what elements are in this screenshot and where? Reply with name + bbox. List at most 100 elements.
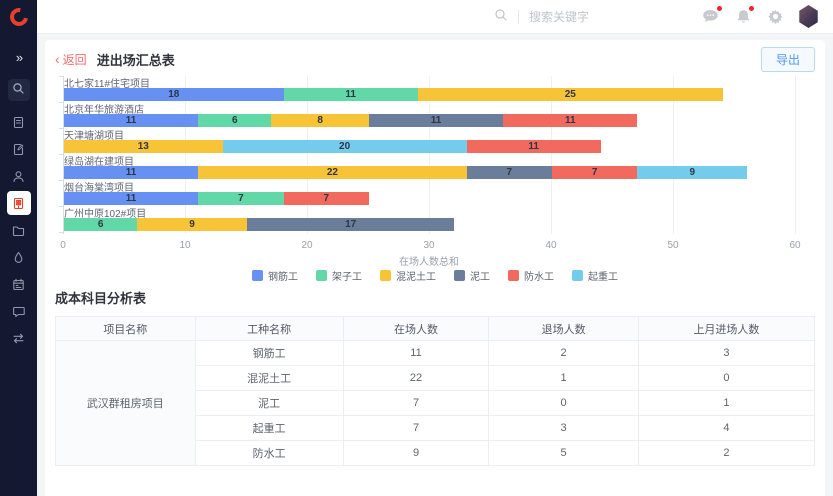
bar-category-label: 天津塘湖项目 (64, 131, 124, 142)
bar-segment[interactable]: 11 (64, 165, 199, 179)
table-cell: 1 (637, 390, 816, 416)
sidebar-item-messages[interactable] (7, 299, 31, 323)
search-input[interactable]: 搜索关键字 (529, 10, 590, 24)
legend-item[interactable]: 钢筋工 (252, 268, 298, 283)
chart-legend: 钢筋工 架子工 混泥土工 泥工 防水工 起重工 (55, 268, 815, 283)
folder-icon (12, 224, 25, 237)
y-axis-line (63, 76, 64, 234)
x-axis-tick-label: 30 (423, 240, 435, 251)
bar-category-label: 北京年华旅游酒店 (64, 105, 144, 116)
page-header: ‹ 返回 进出场汇总表 导出 (55, 46, 815, 72)
table-cell: 3 (488, 415, 639, 441)
legend-swatch-icon (316, 270, 327, 281)
table-column-header: 项目名称 (55, 316, 196, 341)
bar-segment[interactable]: 11 (503, 113, 638, 127)
bell-icon[interactable] (736, 5, 754, 25)
bar-segment[interactable]: 11 (64, 191, 199, 205)
y-axis-category-tick (59, 206, 63, 207)
sidebar-item-files[interactable] (7, 218, 31, 242)
table-cell: 5 (488, 440, 639, 466)
bar-segment[interactable]: 11 (64, 113, 199, 127)
legend-swatch-icon (508, 270, 519, 281)
page-title: 进出场汇总表 (96, 52, 175, 68)
topbar-icons (685, 5, 819, 28)
x-axis-tick-label: 10 (179, 240, 191, 251)
bar-segment[interactable]: 25 (417, 87, 723, 101)
bar-category-label: 烟台海棠湾项目 (64, 183, 134, 194)
legend-item[interactable]: 起重工 (572, 268, 618, 283)
sidebar-item-report[interactable] (7, 110, 31, 134)
table-column-header: 工种名称 (194, 316, 344, 341)
legend-swatch-icon (454, 270, 465, 281)
y-axis-category-tick (59, 76, 63, 77)
table-cell: 泥工 (194, 390, 344, 416)
y-axis-category-tick (59, 154, 63, 155)
legend-label: 防水工 (524, 272, 554, 283)
transfer-icon (12, 332, 25, 345)
legend-swatch-icon (572, 270, 583, 281)
bar-segment[interactable]: 9 (137, 217, 247, 231)
legend-item[interactable]: 泥工 (454, 268, 490, 283)
bar-row: 13 20 11 (64, 139, 601, 153)
legend-label: 架子工 (332, 272, 362, 283)
gear-icon[interactable] (768, 9, 783, 24)
bar-segment[interactable]: 11 (283, 87, 418, 101)
bar-segment[interactable]: 6 (198, 113, 272, 127)
search-icon (494, 8, 508, 25)
user-icon (12, 170, 25, 183)
bar-segment[interactable]: 7 (466, 165, 552, 179)
table-cell: 钢筋工 (194, 340, 344, 366)
table-cell: 7 (342, 390, 490, 416)
table-cell: 混泥土工 (194, 365, 344, 391)
bar-segment[interactable]: 8 (271, 113, 369, 127)
sidebar-item-contract[interactable] (7, 137, 31, 161)
message-icon[interactable] (702, 6, 722, 24)
chart-gridline (795, 76, 796, 234)
legend-item[interactable]: 混泥土工 (380, 268, 436, 283)
legend-item[interactable]: 防水工 (508, 268, 554, 283)
chevron-left-icon: ‹ (55, 51, 60, 67)
app-logo-icon[interactable] (5, 4, 32, 30)
x-axis-tick-label: 0 (60, 240, 66, 251)
x-axis-tick-label: 20 (301, 240, 313, 251)
bar-segment[interactable]: 7 (283, 191, 369, 205)
bar-segment[interactable]: 7 (198, 191, 284, 205)
global-search[interactable]: 搜索关键字 (494, 8, 625, 25)
legend-swatch-icon (380, 270, 391, 281)
sidebar-expand-icon[interactable]: » (15, 50, 23, 65)
avatar[interactable] (799, 5, 818, 28)
bar-segment[interactable]: 7 (551, 165, 638, 179)
table-cell: 22 (342, 365, 490, 391)
sidebar-item-materials[interactable] (7, 245, 31, 269)
bar-segment[interactable]: 18 (64, 87, 284, 101)
bar-category-label: 广州中原102#项目 (64, 209, 147, 220)
search-divider (518, 9, 519, 24)
bell-badge (749, 5, 754, 11)
table-cell: 0 (488, 390, 639, 416)
bar-segment[interactable]: 6 (64, 217, 138, 231)
bar-segment[interactable]: 13 (64, 139, 223, 153)
sidebar-item-project-active[interactable] (6, 191, 31, 215)
sidebar-item-transfer[interactable] (7, 326, 31, 350)
sidebar-item-personnel[interactable] (7, 164, 31, 188)
bar-segment[interactable]: 17 (246, 217, 455, 231)
bar-segment[interactable]: 9 (637, 165, 748, 179)
legend-item[interactable]: 架子工 (316, 268, 362, 283)
bar-segment[interactable]: 20 (222, 139, 467, 153)
y-axis-category-tick (59, 232, 63, 233)
sidebar-item-schedule[interactable] (7, 272, 31, 296)
bar-segment[interactable]: 11 (368, 113, 504, 127)
chart-gridline (551, 76, 552, 234)
bar-segment[interactable]: 11 (466, 139, 601, 153)
chart-gridline (185, 76, 186, 234)
back-button[interactable]: ‹ 返回 (55, 51, 87, 68)
bar-segment[interactable]: 22 (198, 165, 467, 179)
bar-row: 11 22 7 7 9 (64, 165, 748, 179)
x-axis-tick-label: 40 (545, 240, 557, 251)
main-content: ‹ 返回 进出场汇总表 导出 0 10 20 30 40 50 60 北七家11#住宅项目 18… (45, 40, 825, 496)
sidebar: » (0, 0, 37, 496)
stacked-bar-chart: 0 10 20 30 40 50 60 北七家11#住宅项目 18 11 25 北京年华旅游酒店 11 6… (55, 74, 815, 283)
sidebar-search-button[interactable] (7, 79, 30, 101)
table-cell: 2 (488, 340, 639, 366)
export-button[interactable]: 导出 (760, 46, 815, 72)
